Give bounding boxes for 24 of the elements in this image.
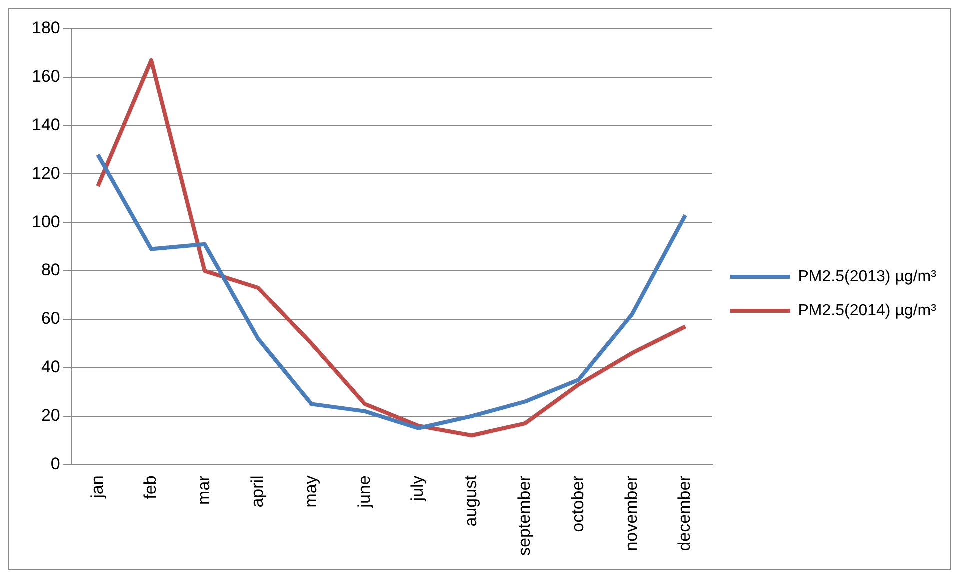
y-tick-label: 160 (32, 67, 60, 86)
x-tick-label: feb (141, 476, 160, 500)
x-tick-label: december (675, 475, 694, 552)
y-tick-label: 60 (41, 309, 60, 328)
legend-label: PM2.5(2013) µg/m³ (798, 268, 938, 286)
x-tick-label: october (568, 475, 588, 532)
y-tick-label: 180 (32, 18, 60, 38)
x-tick-label: may (301, 475, 320, 508)
x-tick-label: august (462, 475, 481, 527)
x-tick-label: mar (194, 475, 214, 505)
y-tick-label: 40 (41, 358, 60, 377)
x-tick-label: april (248, 476, 267, 508)
legend-label: PM2.5(2014) µg/m³ (798, 302, 938, 320)
x-tick-label: september (515, 475, 534, 556)
y-tick-label: 100 (32, 212, 60, 232)
x-tick-label: june (354, 476, 374, 509)
y-tick-label: 140 (32, 116, 60, 135)
y-tick-label: 120 (32, 164, 60, 183)
y-tick-label: 0 (50, 454, 60, 474)
y-tick-label: 20 (41, 406, 60, 425)
x-tick-label: jan (88, 476, 107, 500)
y-tick-label: 80 (41, 260, 60, 280)
x-tick-label: november (622, 475, 641, 552)
x-tick-label: july (408, 475, 428, 502)
